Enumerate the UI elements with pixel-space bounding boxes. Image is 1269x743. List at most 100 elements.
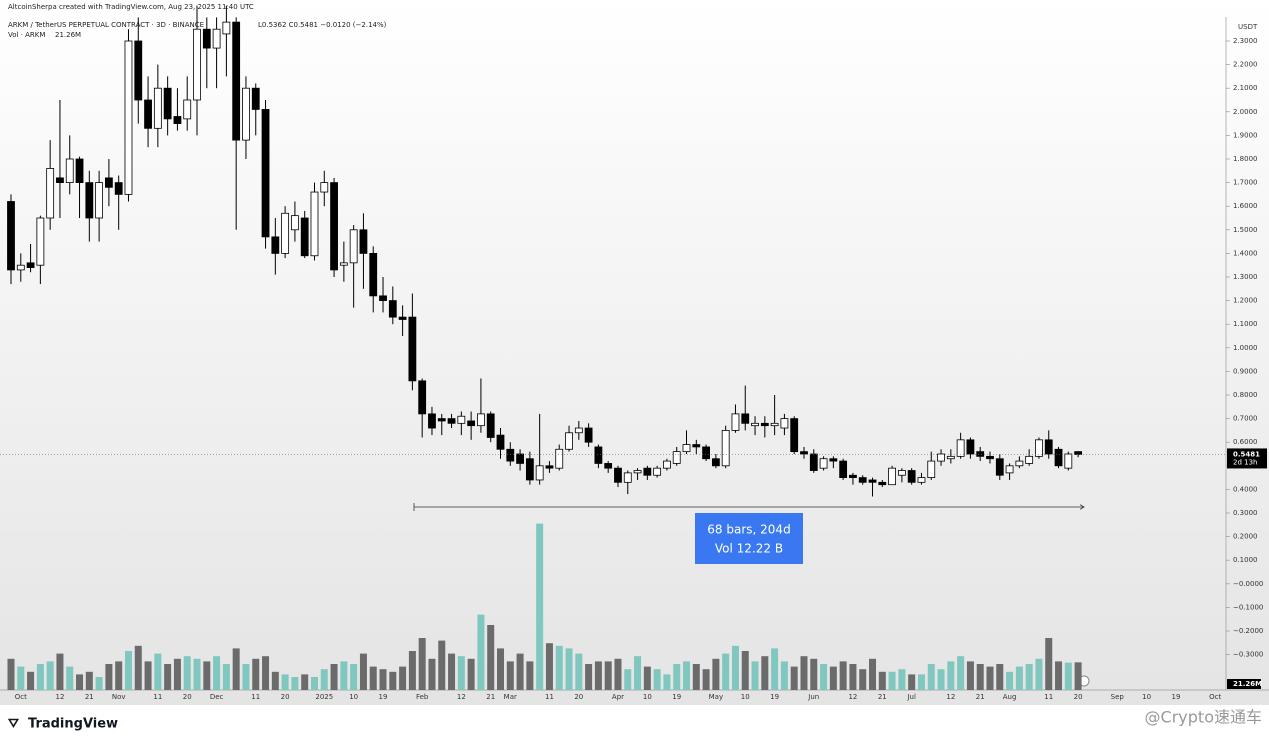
volume-bar <box>164 664 172 690</box>
y-tick-label: 1.7000 <box>1233 179 1258 187</box>
x-tick-label: 19 <box>1172 693 1181 701</box>
volume-bar <box>144 661 152 690</box>
candle-body <box>770 422 779 427</box>
volume-bar <box>624 669 632 690</box>
candle-body <box>839 460 848 479</box>
y-tick-label: −0.2000 <box>1233 627 1263 635</box>
volume-bar <box>1055 661 1063 690</box>
candle-body <box>917 477 926 483</box>
candle-body <box>193 28 201 101</box>
volume-bar <box>85 671 93 690</box>
volume-bar <box>213 656 221 690</box>
volume-bar <box>673 664 681 690</box>
volume-bar <box>17 666 25 690</box>
y-tick-label: 1.2000 <box>1233 297 1258 305</box>
candle-body <box>643 467 652 476</box>
candle-body <box>741 413 750 424</box>
volume-bar <box>516 653 524 690</box>
candle-body <box>388 300 397 318</box>
x-tick-label: Aug <box>1003 693 1017 701</box>
candle-body <box>496 434 505 450</box>
measure-box <box>695 513 803 564</box>
candle-body <box>800 451 808 455</box>
volume-bar <box>340 661 348 690</box>
volume-bar <box>790 666 798 690</box>
candle-body <box>457 415 466 424</box>
candle-body <box>85 182 94 219</box>
y-tick-label: 1.6000 <box>1233 202 1258 210</box>
x-tick-label: 10 <box>1142 693 1151 701</box>
volume-bar <box>908 674 916 690</box>
volume-bar <box>301 674 309 690</box>
x-tick-label: Dec <box>210 693 224 701</box>
candle-body <box>653 467 662 476</box>
volume-bar <box>418 638 426 690</box>
candle-body <box>251 87 260 110</box>
volume-bar <box>653 669 661 690</box>
volume-bar <box>232 648 240 690</box>
volume-bar <box>643 666 651 690</box>
candle-body <box>1005 465 1014 474</box>
volume-bar <box>467 658 475 690</box>
volume-bar <box>76 674 84 690</box>
y-tick-label: 0.9000 <box>1233 367 1258 375</box>
volume-bar <box>594 661 602 690</box>
candle-body <box>398 316 407 320</box>
volume-bar <box>1064 662 1072 690</box>
volume-bar <box>996 664 1004 690</box>
volume-bar <box>183 656 191 690</box>
volume-bar <box>1074 662 1082 690</box>
y-tick-label: 2.0000 <box>1233 108 1258 116</box>
candle-body <box>144 99 152 129</box>
volume-bar <box>506 661 514 690</box>
x-tick-label: Nov <box>112 693 126 701</box>
x-tick-label: 19 <box>379 693 388 701</box>
candle-body <box>183 99 192 120</box>
volume-bar <box>369 666 377 690</box>
volume-bar <box>389 671 397 690</box>
volume-bar <box>1045 638 1053 690</box>
volume-bar <box>869 658 877 690</box>
candle-body <box>633 470 642 474</box>
candle-body <box>437 418 446 422</box>
candle-body <box>369 253 378 297</box>
volume-bar <box>545 643 553 690</box>
volume-bar <box>751 661 759 690</box>
plot-background <box>0 0 1269 705</box>
volume-bar <box>565 648 573 690</box>
x-tick-label: Feb <box>416 693 429 701</box>
candle-body <box>897 470 906 476</box>
volume-bar <box>780 661 788 690</box>
candle-body <box>1064 453 1073 469</box>
candle-body <box>163 87 172 120</box>
volume-bar <box>986 666 994 690</box>
volume-last-label: 21.26M <box>1233 680 1262 688</box>
candle-body <box>868 479 877 483</box>
candle-body <box>75 158 84 184</box>
volume-bar <box>46 661 54 690</box>
y-tick-label: 0.7000 <box>1233 415 1258 423</box>
candle-body <box>467 420 476 427</box>
candle-body <box>506 448 515 462</box>
volume-bar <box>1025 664 1033 690</box>
candle-body <box>888 467 896 486</box>
volume-bar <box>330 664 338 690</box>
candle-body <box>95 182 104 219</box>
brand: TradingView <box>28 717 118 732</box>
candle-body <box>16 264 25 271</box>
candle-body <box>36 217 45 266</box>
volume-bar <box>976 664 984 690</box>
candle-body <box>623 472 632 483</box>
y-tick-label: 1.3000 <box>1233 273 1258 281</box>
x-tick-label: 21 <box>878 693 887 701</box>
volume-bar <box>105 664 113 690</box>
candle-body <box>222 21 231 35</box>
volume-bar <box>252 658 260 690</box>
candle-body <box>907 470 916 483</box>
y-tick-label: −0.0000 <box>1233 580 1263 588</box>
candle-body <box>310 191 319 257</box>
y-tick-label: 2.1000 <box>1233 84 1258 92</box>
x-tick-label: Oct <box>1209 693 1221 701</box>
candle-body <box>809 453 818 471</box>
